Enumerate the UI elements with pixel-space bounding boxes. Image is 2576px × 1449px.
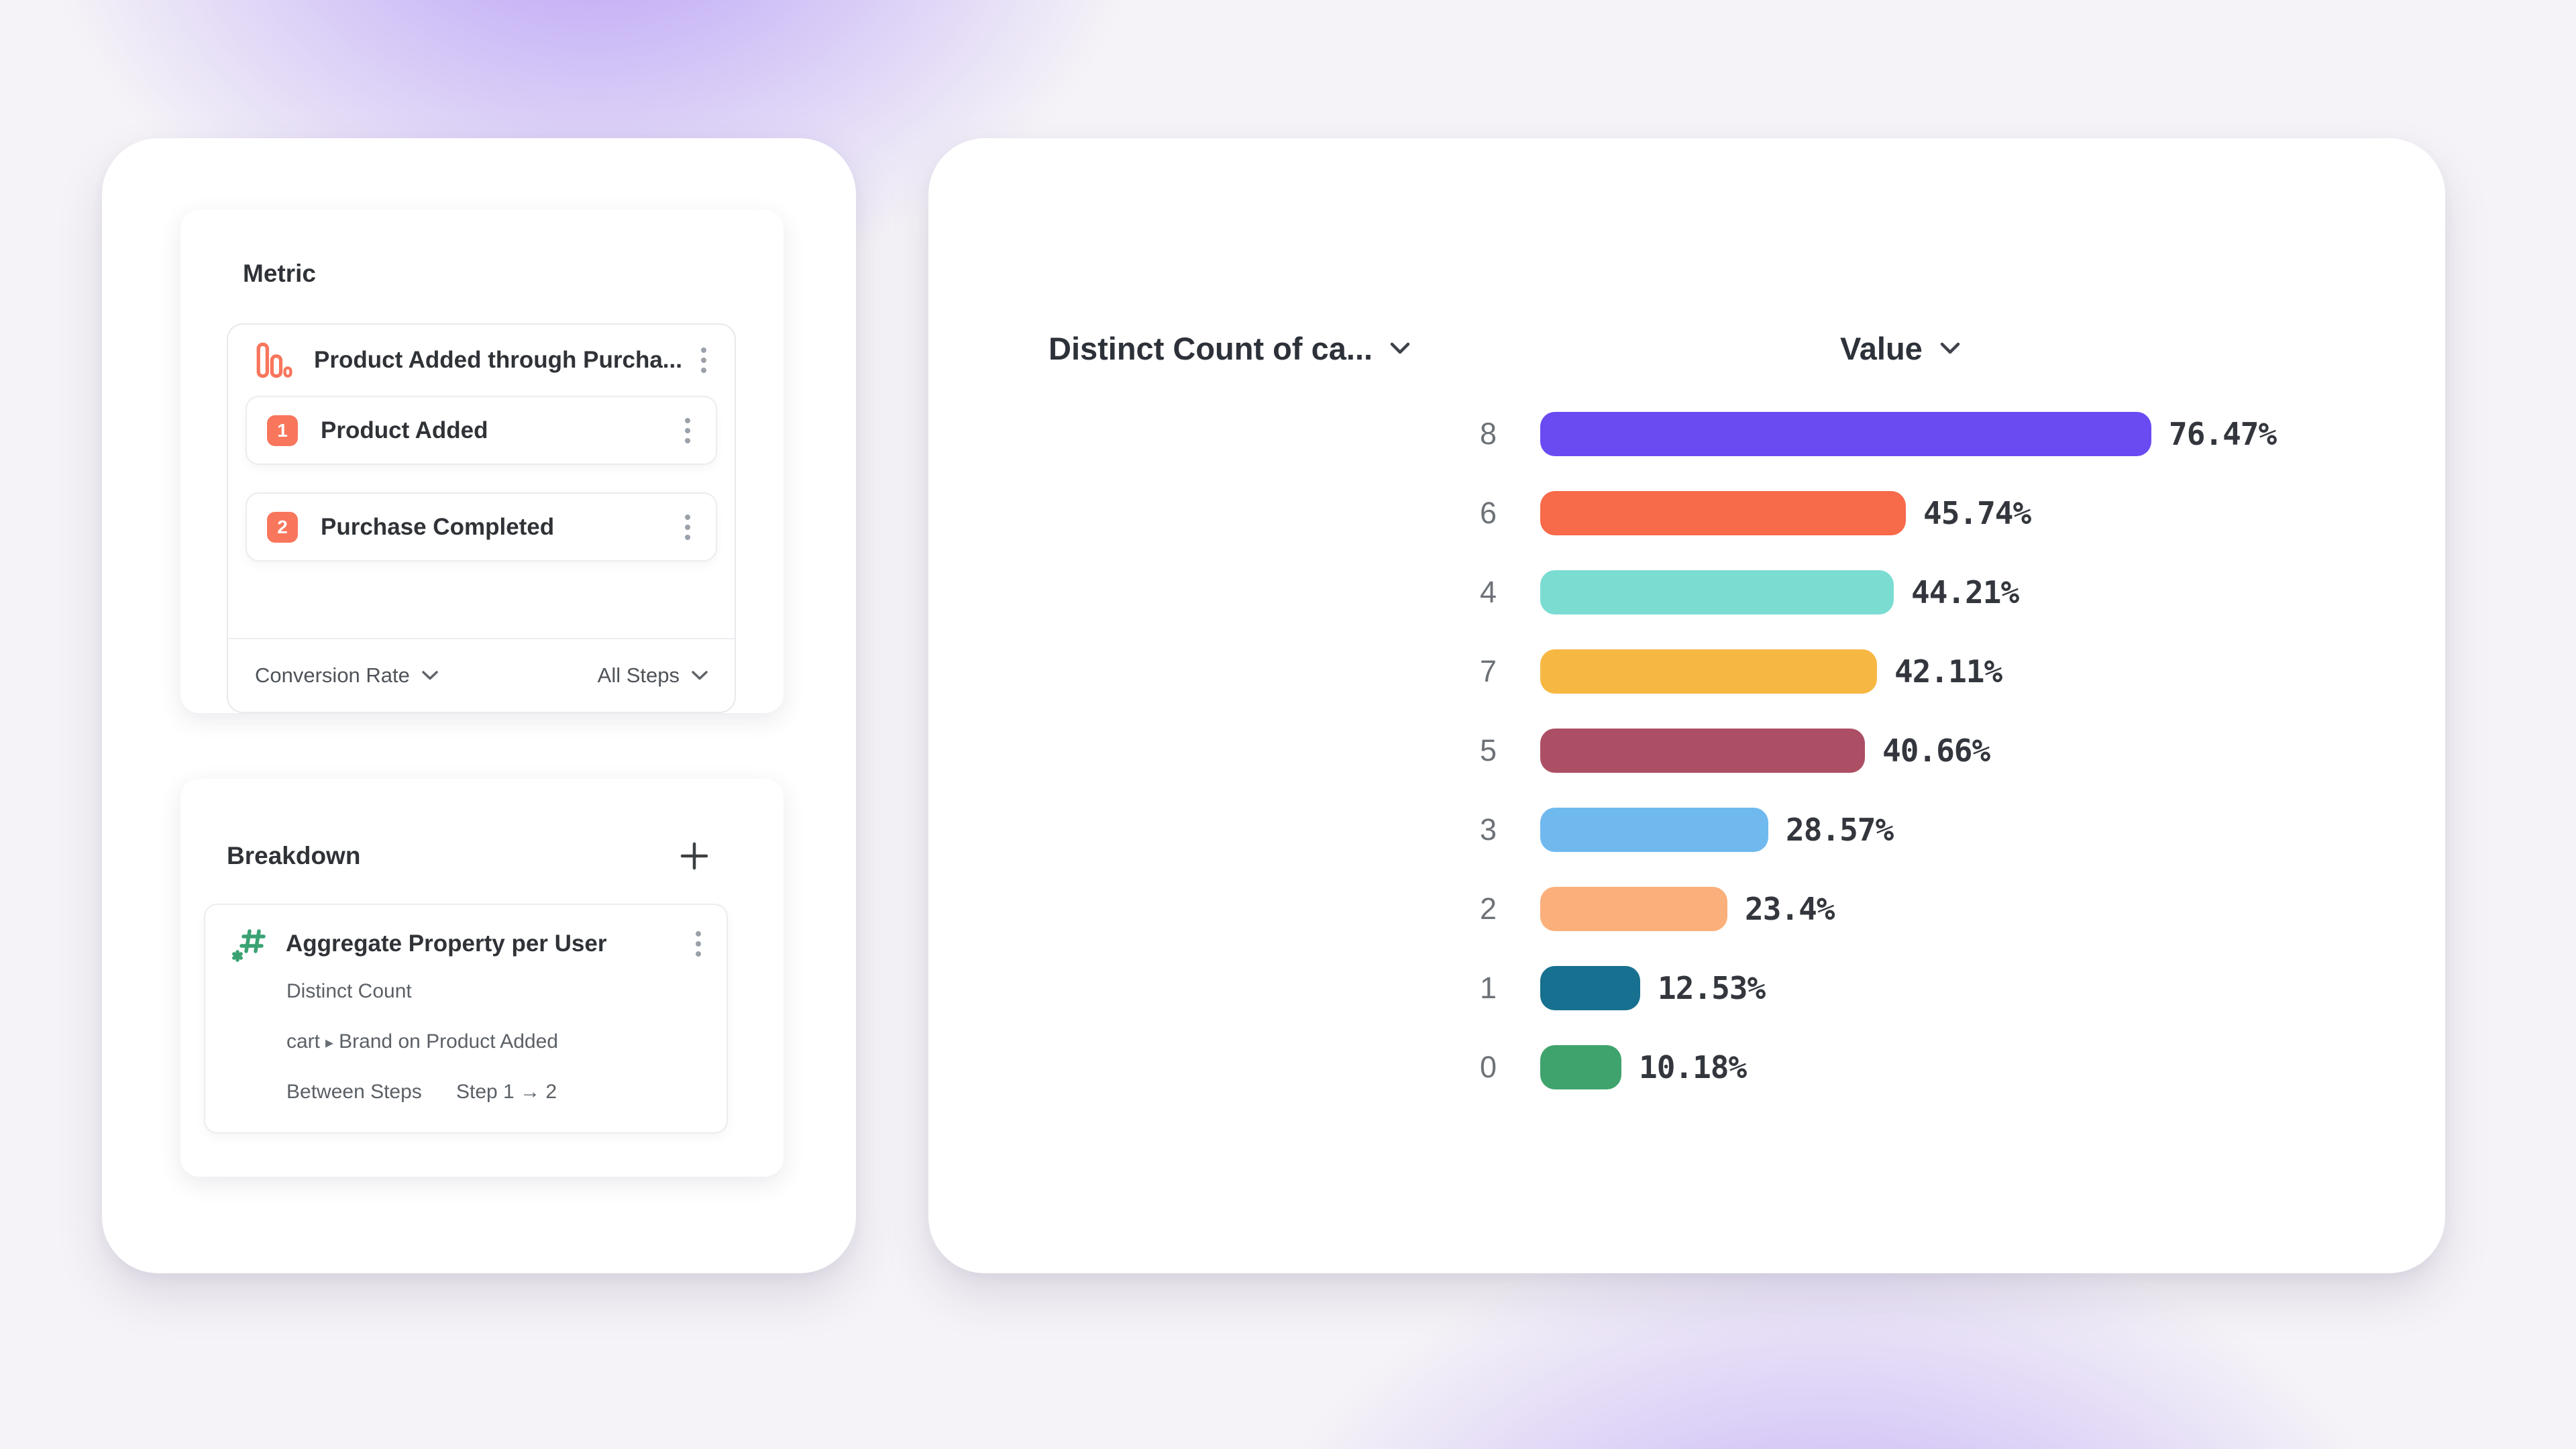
- breakdown-panel: Breakdown Aggregate Property per User: [180, 779, 784, 1177]
- chevron-down-icon: [422, 670, 438, 681]
- breakdown-property-prefix: cart: [286, 1030, 321, 1053]
- triangle-right-icon: ▸: [325, 1033, 334, 1052]
- bar[interactable]: [1540, 491, 1906, 535]
- category-label: 3: [1479, 812, 1497, 847]
- funnel-options-row: Conversion Rate All Steps: [228, 638, 735, 712]
- breakdown-item[interactable]: Aggregate Property per User Distinct Cou…: [204, 904, 728, 1134]
- value-label: 45.74%: [1923, 495, 2031, 531]
- value-label: 12.53%: [1658, 970, 1766, 1006]
- category-label: 0: [1479, 1050, 1497, 1084]
- value-label: 42.11%: [1894, 653, 2002, 690]
- chevron-down-icon: [1390, 342, 1410, 355]
- bar-chart-row: 1 12.53%: [928, 949, 2445, 1028]
- step-number-badge: 2: [267, 511, 298, 543]
- bar-chart-row: 5 40.66%: [928, 711, 2445, 790]
- breakdown-header: Breakdown: [227, 841, 710, 871]
- metric-panel-title: Metric: [243, 260, 316, 287]
- chart-card: Distinct Count of ca... Value 8 76.47% 6…: [928, 138, 2445, 1273]
- breakdown-property: cart ▸ Brand on Product Added: [286, 1030, 558, 1053]
- step-number-badge: 1: [267, 415, 298, 446]
- funnel-bars-icon: [255, 341, 292, 379]
- bar-chart-row: 3 28.57%: [928, 790, 2445, 869]
- all-steps-dropdown[interactable]: All Steps: [598, 663, 708, 688]
- breakdown-panel-title: Breakdown: [227, 842, 361, 869]
- funnel-step-2[interactable]: 2 Purchase Completed: [246, 492, 717, 561]
- value-label: 23.4%: [1745, 891, 1835, 927]
- conversion-rate-dropdown[interactable]: Conversion Rate: [255, 663, 438, 688]
- value-label: 76.47%: [2169, 416, 2277, 452]
- chevron-down-icon: [692, 670, 708, 681]
- bar[interactable]: [1540, 966, 1640, 1010]
- hash-asterisk-icon: [229, 925, 267, 963]
- category-label: 2: [1479, 892, 1497, 926]
- plus-icon[interactable]: [679, 841, 710, 871]
- kebab-menu-icon[interactable]: [680, 413, 696, 449]
- funnel-metric-label: Product Added through Purcha...: [314, 347, 682, 373]
- chart-category-column-header[interactable]: Distinct Count of ca...: [1049, 330, 1410, 367]
- bar[interactable]: [1540, 729, 1865, 773]
- conversion-rate-label: Conversion Rate: [255, 663, 410, 687]
- bar-chart-row: 0 10.18%: [928, 1028, 2445, 1107]
- value-label: 28.57%: [1786, 812, 1894, 848]
- category-label: 5: [1479, 733, 1497, 767]
- category-label: 6: [1479, 496, 1497, 530]
- breakdown-item-header: Aggregate Property per User: [229, 924, 706, 964]
- breakdown-between-steps-label: Between Steps: [286, 1081, 422, 1103]
- chevron-down-icon: [1940, 342, 1960, 355]
- bar-chart-row: 8 76.47%: [928, 394, 2445, 474]
- value-label: 44.21%: [1911, 574, 2019, 610]
- kebab-menu-icon[interactable]: [680, 509, 696, 545]
- category-header-label: Distinct Count of ca...: [1049, 331, 1373, 366]
- breakdown-property-suffix: Brand on Product Added: [339, 1030, 558, 1053]
- bar[interactable]: [1540, 1045, 1621, 1089]
- breakdown-between-steps-value: Step 1 → 2: [456, 1081, 557, 1103]
- value-header-label: Value: [1840, 331, 1923, 366]
- chart-value-column-header[interactable]: Value: [1840, 330, 1960, 367]
- step-event-label: Purchase Completed: [321, 513, 555, 540]
- value-label: 10.18%: [1639, 1049, 1747, 1085]
- bar[interactable]: [1540, 570, 1894, 614]
- metric-panel: Metric Product Added through Purcha... 1…: [180, 210, 784, 713]
- bar[interactable]: [1540, 808, 1768, 852]
- bar[interactable]: [1540, 412, 2151, 456]
- query-definition-card: Metric Product Added through Purcha... 1…: [102, 138, 856, 1273]
- kebab-menu-icon[interactable]: [690, 926, 706, 962]
- step-event-label: Product Added: [321, 417, 488, 443]
- bar-chart-row: 2 23.4%: [928, 869, 2445, 949]
- breakdown-aggregation: Distinct Count: [286, 980, 412, 1002]
- bar[interactable]: [1540, 649, 1877, 694]
- bar-chart-row: 6 45.74%: [928, 474, 2445, 553]
- funnel-metric-item[interactable]: Product Added through Purcha...: [228, 325, 735, 396]
- funnel-metric-group: Product Added through Purcha... 1 Produc…: [227, 323, 736, 713]
- category-label: 4: [1479, 575, 1497, 609]
- category-label: 8: [1479, 417, 1497, 451]
- bar-chart-row: 4 44.21%: [928, 553, 2445, 632]
- funnel-step-1[interactable]: 1 Product Added: [246, 396, 717, 465]
- kebab-menu-icon[interactable]: [696, 342, 712, 378]
- bar-chart-row: 7 42.11%: [928, 632, 2445, 711]
- horizontal-bar-chart: 8 76.47% 6 45.74% 4 44.21% 7 42.11% 5 40…: [928, 394, 2445, 1107]
- value-label: 40.66%: [1882, 733, 1990, 769]
- category-label: 7: [1479, 654, 1497, 688]
- category-label: 1: [1479, 971, 1497, 1005]
- breakdown-item-title: Aggregate Property per User: [286, 930, 607, 957]
- all-steps-label: All Steps: [597, 663, 680, 687]
- bar[interactable]: [1540, 887, 1727, 931]
